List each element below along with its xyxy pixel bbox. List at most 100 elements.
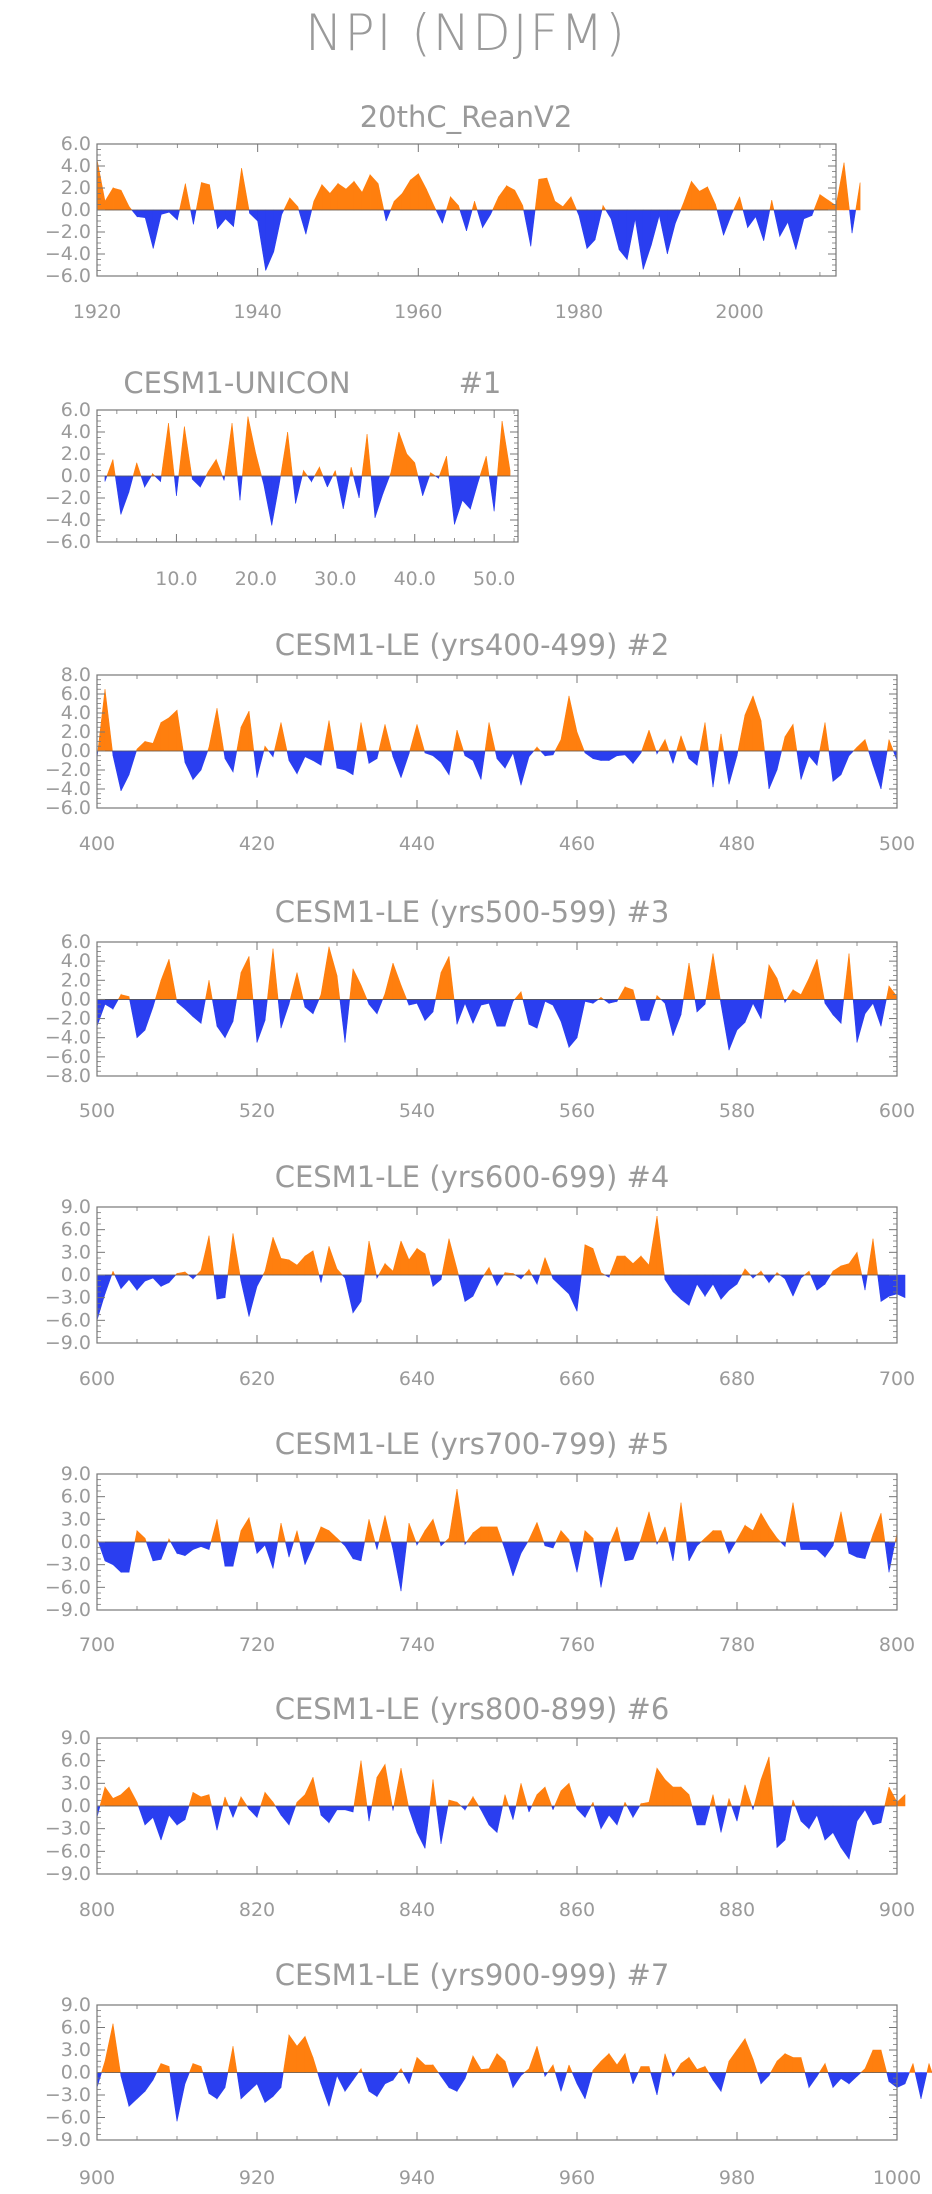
negative-area <box>728 999 738 1051</box>
positive-area <box>768 1525 778 1543</box>
positive-area <box>864 2049 874 2073</box>
negative-area <box>224 2072 229 2088</box>
positive-area <box>528 1522 538 1543</box>
positive-area <box>776 1537 782 1543</box>
negative-area <box>176 1541 186 1556</box>
positive-area <box>792 724 798 752</box>
negative-area <box>459 209 467 231</box>
negative-area <box>808 750 818 767</box>
x-tick-label: 2000 <box>715 301 763 323</box>
negative-area <box>295 475 303 504</box>
negative-area <box>140 475 145 488</box>
negative-area <box>496 999 506 1027</box>
negative-area <box>848 1541 858 1558</box>
positive-area <box>424 2064 434 2073</box>
y-tick-label: 4.0 <box>61 702 91 724</box>
negative-area <box>584 2072 593 2099</box>
positive-area <box>224 423 233 477</box>
y-tick-label: 9.0 <box>61 1196 91 1218</box>
positive-area <box>885 985 890 1000</box>
negative-area <box>97 1541 106 1561</box>
negative-area <box>747 209 756 229</box>
positive-area <box>560 1529 570 1543</box>
negative-area <box>784 999 788 1004</box>
negative-area <box>170 1541 178 1555</box>
negative-area <box>752 999 762 1019</box>
positive-area <box>725 2061 730 2073</box>
negative-area <box>248 2072 258 2092</box>
positive-area <box>502 1794 506 1807</box>
negative-area <box>514 1274 522 1280</box>
positive-area <box>264 745 270 752</box>
negative-area <box>712 750 719 788</box>
positive-area <box>880 2049 888 2073</box>
positive-area <box>753 1779 762 1807</box>
x-tick-label: 620 <box>239 1368 275 1390</box>
negative-area <box>576 1274 582 1312</box>
positive-area <box>908 2063 914 2073</box>
positive-area <box>691 180 700 211</box>
y-tick-label: 2.0 <box>61 177 91 199</box>
positive-area <box>336 975 341 1000</box>
negative-area <box>724 1541 730 1554</box>
positive-area <box>296 2035 306 2073</box>
positive-area <box>280 1258 290 1276</box>
positive-area <box>336 1268 343 1276</box>
negative-area <box>849 209 853 234</box>
negative-area <box>213 209 218 229</box>
positive-area <box>361 434 368 477</box>
negative-area <box>288 1805 297 1825</box>
negative-area <box>816 1274 826 1291</box>
negative-area <box>528 999 538 1029</box>
positive-area <box>364 1519 370 1543</box>
y-tick-label: 9.0 <box>61 1994 91 2016</box>
negative-area <box>432 1274 442 1287</box>
y-tick-label: 4.0 <box>61 421 91 443</box>
negative-area <box>144 999 154 1031</box>
negative-area <box>552 999 562 1022</box>
negative-area <box>240 2072 250 2100</box>
positive-area <box>896 1793 906 1807</box>
positive-area <box>664 1778 674 1807</box>
positive-area <box>296 972 304 1000</box>
positive-area <box>848 953 854 1000</box>
negative-area <box>336 750 346 771</box>
negative-area <box>811 209 815 216</box>
negative-area <box>773 209 781 237</box>
positive-area <box>744 1784 753 1807</box>
positive-area <box>112 2023 121 2073</box>
negative-area <box>160 1541 169 1560</box>
positive-area <box>715 204 718 211</box>
negative-area <box>680 999 684 1015</box>
negative-area <box>560 2072 568 2092</box>
negative-area <box>476 209 483 228</box>
negative-area <box>456 999 466 1025</box>
x-tick-label: 520 <box>239 1100 275 1122</box>
x-tick-label: 880 <box>719 1899 755 1921</box>
positive-area <box>592 2060 602 2073</box>
negative-area <box>632 1805 641 1819</box>
negative-area <box>536 999 546 1029</box>
negative-area <box>528 750 535 758</box>
positive-area <box>928 2063 932 2073</box>
chart-title: CESM1-LE (yrs700-799) #5 <box>275 1427 670 1461</box>
negative-area <box>576 2072 586 2099</box>
negative-area <box>136 999 146 1039</box>
positive-area <box>860 2068 866 2073</box>
positive-area <box>328 1529 338 1543</box>
positive-area <box>356 722 362 752</box>
positive-area <box>96 159 106 211</box>
negative-area <box>448 750 454 775</box>
positive-area <box>784 723 794 752</box>
negative-area <box>508 2072 514 2088</box>
positive-area <box>117 993 122 1000</box>
positive-area <box>345 180 355 211</box>
positive-area <box>195 1269 202 1276</box>
positive-area <box>240 710 250 752</box>
negative-area <box>896 1274 906 1299</box>
negative-area <box>392 1541 402 1592</box>
negative-area <box>440 1274 443 1280</box>
positive-area <box>106 459 114 477</box>
negative-area <box>846 1541 850 1554</box>
positive-area <box>888 739 894 752</box>
